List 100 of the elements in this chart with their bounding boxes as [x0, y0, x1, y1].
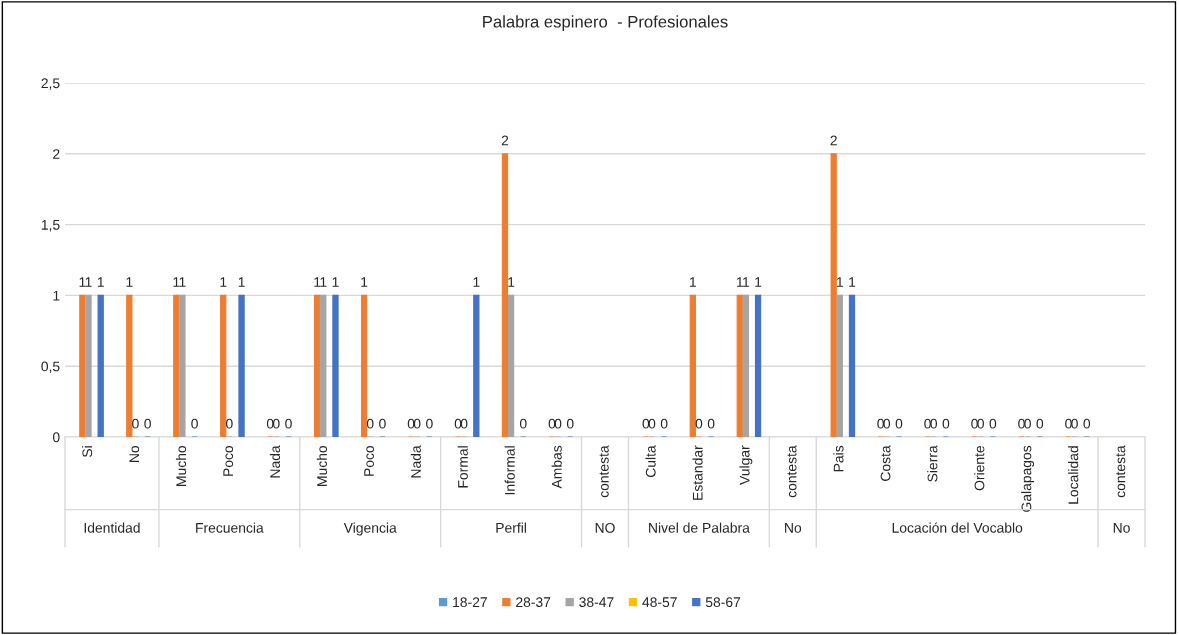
data-label: 1 [332, 277, 339, 287]
legend-label: 48-57 [642, 597, 677, 608]
data-label: 0 [548, 418, 556, 429]
x-tick-label: Sierra [927, 445, 938, 482]
data-label: 1 [320, 277, 327, 287]
data-label: 0 [191, 418, 198, 429]
data-label: 1 [736, 277, 743, 287]
data-label: 0 [407, 418, 415, 429]
data-label: 0 [930, 418, 938, 429]
x-tick-label: Poco [223, 445, 234, 476]
y-tick-label: 2,5 [41, 78, 60, 90]
data-label: 2 [501, 135, 509, 146]
data-label: 0 [924, 418, 931, 429]
data-label: 0 [132, 418, 139, 429]
data-label: 0 [426, 418, 433, 429]
data-label: 0 [895, 418, 903, 429]
data-label: 0 [144, 418, 151, 429]
data-label: 0 [883, 418, 891, 429]
y-tick-label: 1 [53, 290, 60, 301]
x-tick-label: Nada [269, 445, 281, 478]
x-tick-label: contesta [1116, 445, 1126, 498]
data-label: 0 [1083, 418, 1091, 429]
data-label: 1 [508, 277, 515, 287]
data-label: 1 [85, 277, 92, 287]
data-label: 1 [849, 277, 856, 287]
y-tick-label: 1,5 [41, 220, 60, 232]
data-label: 0 [1036, 418, 1044, 429]
text: NO [595, 522, 615, 533]
x-tick-label: Estandar [692, 445, 703, 500]
data-label: 1 [473, 277, 480, 287]
x-tick-label: Nada [410, 445, 421, 478]
legend-label: 58-67 [705, 597, 741, 608]
x-tick-label: Vulgar [739, 445, 753, 485]
text: Identidad [84, 522, 140, 533]
text: Nivel de Palabra [649, 522, 750, 533]
data-label: 0 [642, 418, 650, 429]
y-tick-label: 2 [53, 149, 60, 159]
data-label: 0 [266, 418, 274, 429]
data-label: 1 [97, 277, 104, 287]
x-tick-label: Culta [645, 445, 656, 478]
data-label: 0 [285, 418, 292, 429]
data-label: 0 [460, 418, 468, 429]
y-tick-label: 0,5 [41, 361, 60, 374]
x-tick-label: Costa [880, 445, 891, 481]
x-tick-label: Informal [504, 446, 515, 495]
data-label: 0 [1071, 418, 1078, 429]
x-tick-label: No [129, 445, 140, 462]
text: Vigencia [343, 522, 397, 536]
text: No [1113, 523, 1130, 533]
data-label: 0 [554, 418, 562, 429]
data-label: 1 [238, 277, 245, 287]
data-label: 0 [519, 418, 527, 429]
data-label: 1 [126, 277, 133, 287]
data-label: 0 [660, 418, 668, 429]
data-label: 0 [366, 418, 374, 429]
x-tick-label: contesta [787, 445, 797, 498]
data-label: 1 [361, 277, 368, 287]
x-tick-label: Galapagos [1021, 445, 1035, 512]
x-tick-label: Localidad [1068, 446, 1079, 504]
data-label: 0 [454, 418, 462, 429]
data-label: 1 [836, 277, 843, 287]
chart-title: Palabra espinero - Profesionales [483, 15, 728, 31]
data-label: 0 [971, 418, 978, 429]
data-label: 1 [179, 277, 186, 287]
x-tick-label: Pais [833, 445, 844, 472]
legend-label: 18-27 [453, 597, 487, 608]
data-label: 1 [173, 277, 180, 287]
data-label: 0 [272, 418, 280, 429]
text: No [785, 523, 802, 533]
x-tick-label: Oriente [974, 445, 985, 491]
legend-label: 38-47 [579, 597, 614, 608]
x-tick-label: Poco [364, 445, 374, 476]
data-label: 0 [379, 418, 386, 429]
data-label: 0 [707, 418, 715, 429]
y-tick-label: 0 [52, 432, 60, 443]
data-label: 0 [566, 418, 574, 429]
x-tick-label: contesta [599, 445, 609, 498]
x-tick-label: Mucho [316, 445, 327, 486]
text: Perfil [496, 522, 526, 533]
x-tick-label: Ambas [551, 445, 562, 489]
data-label: 0 [877, 418, 884, 429]
data-label: 0 [226, 418, 233, 429]
data-label: 1 [755, 277, 762, 287]
data-label: 2 [830, 135, 837, 146]
data-label: 0 [1065, 418, 1072, 429]
data-label: 1 [743, 277, 750, 287]
data-label: 0 [1024, 418, 1031, 429]
data-label: 0 [977, 418, 984, 429]
data-label: 1 [220, 277, 227, 287]
data-label: 1 [79, 277, 86, 287]
x-tick-label: Si [82, 446, 93, 458]
text: Locación del Vocablo [892, 522, 1023, 533]
data-label: 0 [942, 418, 950, 429]
x-tick-label: Mucho [175, 445, 187, 486]
data-label: 0 [648, 418, 656, 429]
x-tick-label: Formal [457, 446, 468, 488]
data-label: 1 [314, 277, 321, 287]
data-label: 0 [989, 418, 997, 429]
legend-label: 28-37 [516, 597, 551, 608]
text: Frecuencia [196, 522, 264, 533]
